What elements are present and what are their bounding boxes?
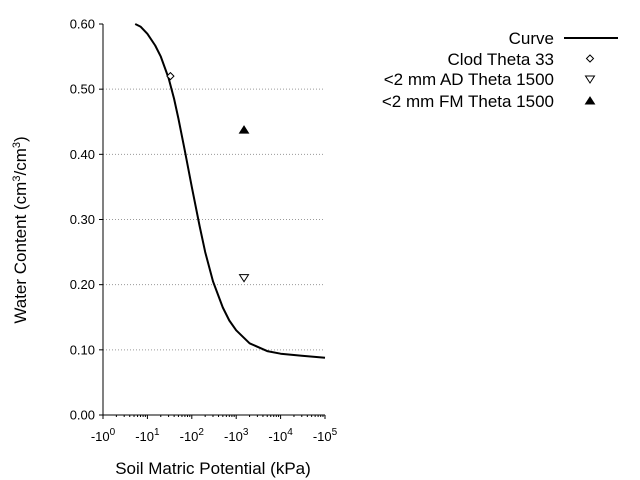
y-tick-label: 0.30: [70, 212, 95, 227]
y-axis-title: Water Content (cm3/cm3): [11, 136, 30, 323]
x-tick-label: -100: [91, 427, 116, 444]
legend: Curve Clod Theta 33 <2 mm AD Theta 1500 …: [382, 29, 618, 111]
data-point-series-2: [238, 274, 250, 283]
legend-diamond-icon: [585, 54, 595, 63]
y-tick-label: 0.10: [70, 342, 95, 357]
legend-label-clod: Clod Theta 33: [448, 50, 554, 69]
y-tick-labels: 0.00 0.10 0.20 0.30 0.40 0.50 0.60: [70, 17, 95, 423]
grid-lines: [103, 88, 325, 351]
x-tick-label: -101: [135, 427, 160, 444]
y-tick-label: 0.00: [70, 408, 95, 423]
y-tick-label: 0.40: [70, 147, 95, 162]
data-point-series-1: [166, 71, 175, 81]
legend-label-ad: <2 mm AD Theta 1500: [384, 70, 554, 89]
y-axis-title-suffix: ): [11, 136, 30, 142]
series-curve-line: [134, 23, 326, 359]
x-tick-label: -105: [313, 427, 338, 444]
y-axis-title-sup1: 3: [11, 176, 23, 182]
x-tick-label: -102: [180, 427, 205, 444]
x-tick-label: -104: [268, 427, 293, 444]
legend-triangle-down-icon: [584, 75, 596, 84]
legend-triangle-up-icon: [584, 96, 596, 105]
y-tick-label: 0.20: [70, 277, 95, 292]
axes: [99, 23, 326, 419]
legend-label-fm: <2 mm FM Theta 1500: [382, 92, 554, 111]
data-point-series-3: [238, 125, 250, 134]
legend-label-curve: Curve: [509, 29, 554, 48]
y-axis-title-sup2: 3: [11, 142, 23, 148]
x-axis-title: Soil Matric Potential (kPa): [115, 459, 311, 478]
x-tick-labels: -100 -101 -102 -103 -104 -105: [91, 427, 338, 444]
y-tick-label: 0.50: [70, 82, 95, 97]
y-tick-label: 0.60: [70, 17, 95, 32]
marker-layer: [166, 71, 250, 283]
x-tick-label: -103: [224, 427, 249, 444]
y-axis-title-mid: /cm: [11, 148, 30, 175]
y-axis-title-prefix: Water Content (cm: [11, 182, 30, 324]
curve-layer: [134, 23, 326, 359]
